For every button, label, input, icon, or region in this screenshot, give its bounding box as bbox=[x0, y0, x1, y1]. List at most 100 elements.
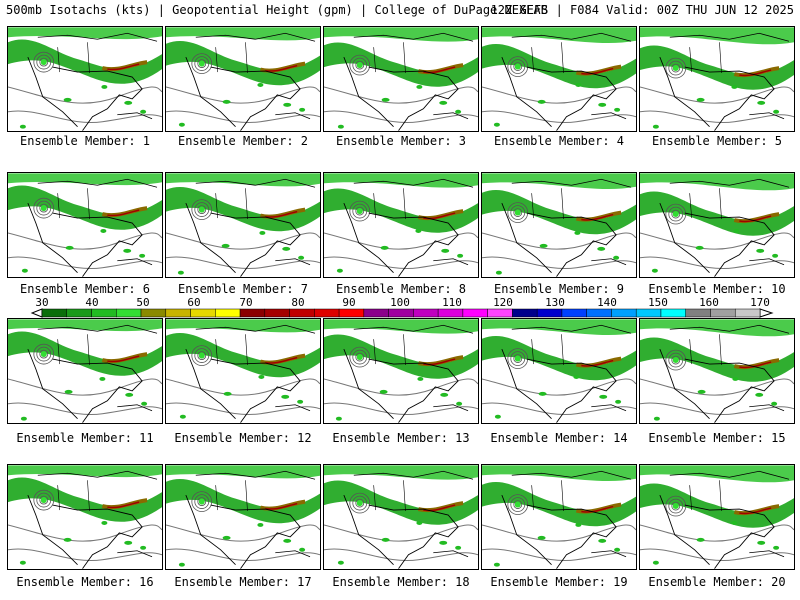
map-image bbox=[166, 319, 320, 423]
ensemble-map-panel bbox=[481, 172, 637, 278]
coastlines-borders bbox=[659, 178, 790, 277]
scattered-isotachs bbox=[179, 374, 304, 419]
closed-low-contours bbox=[191, 53, 213, 74]
coastlines-borders bbox=[185, 470, 316, 569]
map-image bbox=[8, 465, 162, 569]
ensemble-member-label: Ensemble Member: 20 bbox=[648, 575, 786, 589]
ensemble-map-panel bbox=[639, 318, 795, 424]
ensemble-map-panel bbox=[165, 318, 321, 424]
ensemble-map-panel bbox=[323, 26, 479, 132]
closed-low-contours bbox=[507, 494, 529, 515]
coastlines-borders bbox=[659, 470, 790, 569]
ensemble-member-label: Ensemble Member: 7 bbox=[177, 282, 309, 296]
map-image bbox=[166, 465, 320, 569]
colorbar-swatch bbox=[190, 308, 216, 318]
height-contours bbox=[8, 86, 162, 123]
height-contours bbox=[640, 232, 794, 269]
colorbar-swatch bbox=[437, 308, 464, 318]
coastlines-borders bbox=[343, 178, 474, 277]
colorbar-swatch bbox=[91, 308, 117, 318]
colorbar-swatch bbox=[388, 308, 414, 318]
coastlines-borders bbox=[343, 324, 474, 423]
height-contours bbox=[324, 378, 478, 415]
ensemble-member-label: Ensemble Member: 2 bbox=[177, 134, 309, 148]
scattered-isotachs bbox=[335, 376, 463, 421]
height-contours bbox=[324, 86, 478, 123]
colorbar-tick-label: 120 bbox=[493, 296, 513, 309]
map-image bbox=[640, 465, 794, 569]
ensemble-member-label: Ensemble Member: 9 bbox=[493, 282, 625, 296]
jet-stream-isotachs bbox=[166, 173, 320, 232]
coastlines-borders bbox=[501, 324, 632, 423]
closed-low-contours bbox=[191, 491, 213, 512]
map-image bbox=[324, 319, 478, 423]
ensemble-map-panel bbox=[639, 464, 795, 570]
map-image bbox=[324, 173, 478, 277]
height-contours bbox=[166, 232, 320, 269]
closed-low-contours bbox=[665, 349, 687, 371]
colorbar-swatch bbox=[685, 308, 711, 318]
closed-low-contours bbox=[191, 199, 213, 220]
height-contours bbox=[482, 232, 636, 269]
ensemble-map-panel bbox=[481, 26, 637, 132]
ensemble-map-panel bbox=[7, 464, 163, 570]
colorbar-tick-label: 140 bbox=[597, 296, 617, 309]
ensemble-map-panel bbox=[323, 172, 479, 278]
colorbar-swatch bbox=[462, 308, 488, 318]
coastlines-borders bbox=[185, 32, 316, 131]
colorbar-tick-label: 90 bbox=[342, 296, 356, 309]
ensemble-member-label: Ensemble Member: 5 bbox=[651, 134, 783, 148]
colorbar-tick-label: 150 bbox=[648, 296, 668, 309]
ensemble-map-panel bbox=[165, 172, 321, 278]
colorbar-tick-label: 30 bbox=[35, 296, 49, 309]
ensemble-member-label: Ensemble Member: 13 bbox=[332, 431, 470, 445]
map-image bbox=[166, 27, 320, 131]
scattered-isotachs bbox=[653, 376, 778, 421]
map-image bbox=[640, 173, 794, 277]
colorbar-swatch bbox=[635, 308, 662, 318]
closed-low-contours bbox=[507, 56, 529, 77]
map-image bbox=[640, 27, 794, 131]
coastlines-borders bbox=[27, 470, 158, 569]
ensemble-member-label: Ensemble Member: 3 bbox=[335, 134, 467, 148]
scattered-isotachs bbox=[337, 84, 462, 129]
map-image bbox=[8, 27, 162, 131]
closed-low-contours bbox=[349, 200, 371, 222]
map-image bbox=[8, 319, 162, 423]
colorbar-tick-label: 60 bbox=[187, 296, 201, 309]
closed-low-contours bbox=[33, 489, 55, 511]
ensemble-map-panel bbox=[639, 172, 795, 278]
colorbar-swatch bbox=[66, 308, 92, 318]
ensemble-map-panel bbox=[165, 26, 321, 132]
closed-low-contours bbox=[507, 202, 529, 223]
colorbar-tick-label: 170 bbox=[750, 296, 770, 309]
coastlines-borders bbox=[27, 32, 158, 131]
colorbar-tick-label: 70 bbox=[239, 296, 253, 309]
map-image bbox=[482, 465, 636, 569]
ensemble-map-panel bbox=[639, 26, 795, 132]
closed-low-contours bbox=[349, 54, 371, 76]
height-contours bbox=[324, 232, 478, 269]
colorbar-swatch bbox=[710, 308, 736, 318]
jet-stream-isotachs bbox=[166, 319, 320, 378]
colorbar-left-arrow bbox=[30, 308, 43, 318]
ensemble-member-label: Ensemble Member: 14 bbox=[490, 431, 628, 445]
jet-stream-isotachs bbox=[8, 319, 162, 376]
closed-low-contours bbox=[665, 203, 687, 225]
colorbar: 30 40 50 60 70 80 90 100 110 120 130 140 150 160 170 bbox=[0, 296, 800, 320]
jet-stream-isotachs bbox=[324, 27, 478, 87]
colorbar-swatch bbox=[165, 308, 191, 318]
colorbar-swatch bbox=[239, 308, 266, 318]
height-contours bbox=[640, 524, 794, 561]
coastlines-borders bbox=[185, 178, 316, 277]
coastlines-borders bbox=[501, 470, 632, 569]
map-image bbox=[166, 173, 320, 277]
colorbar-swatch bbox=[41, 308, 68, 318]
height-contours bbox=[482, 524, 636, 561]
ensemble-member-label: Ensemble Member: 4 bbox=[493, 134, 625, 148]
colorbar-swatch bbox=[363, 308, 389, 318]
map-image bbox=[324, 27, 478, 131]
colorbar-right-arrow bbox=[759, 308, 774, 318]
map-image bbox=[482, 27, 636, 131]
colorbar-swatch bbox=[536, 308, 563, 318]
